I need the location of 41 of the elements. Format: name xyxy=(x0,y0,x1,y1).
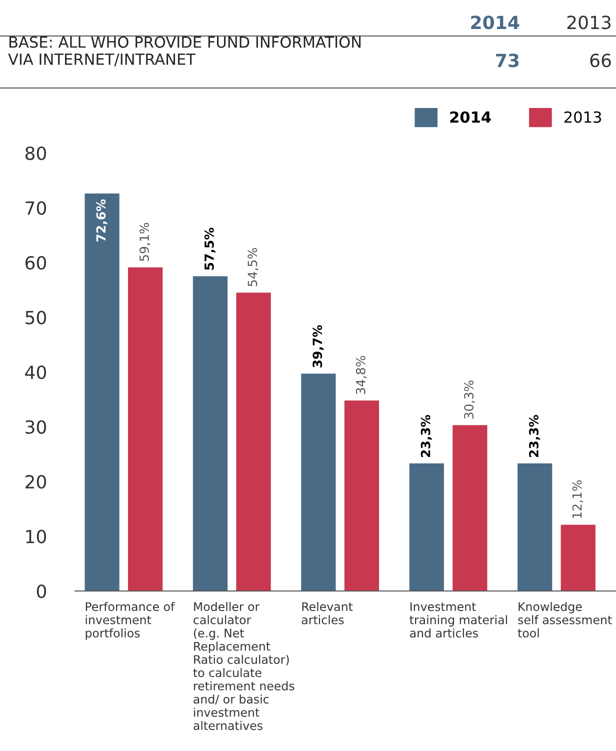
bar xyxy=(409,463,444,591)
legend-label: 2014 xyxy=(450,111,491,123)
y-tick-label: 10 xyxy=(26,530,46,544)
text: 2014 xyxy=(471,16,520,30)
y-tick-label: 70 xyxy=(26,201,46,215)
data-label: 72,6% xyxy=(96,199,108,242)
legend-label: 2013 xyxy=(564,111,602,123)
category-label: Modeller or calculator (e.g. Net Replacement Ratio calculator) to calculate retirement needs and/ or basic investment alternatives xyxy=(193,602,294,730)
y-tick-label: 30 xyxy=(26,420,46,434)
bar xyxy=(192,276,228,591)
bar xyxy=(518,463,552,591)
x-tick-label: Relevant articles xyxy=(302,602,353,624)
x-tick-label: Knowledge self assessment tool xyxy=(518,602,612,638)
data-label: 23,3% xyxy=(529,414,540,457)
x-tick-label: Investment training material and articles xyxy=(410,602,507,638)
y-tick-label: 60 xyxy=(26,256,46,270)
text: 2013 xyxy=(567,16,611,30)
y-tick-label: 50 xyxy=(26,310,46,324)
y-tick-label: 40 xyxy=(25,365,46,380)
bar xyxy=(560,524,596,591)
x-tick-label: Performance of investment portfolios xyxy=(86,602,175,640)
data-label: 54,5% xyxy=(248,248,258,286)
data-label: 34,8% xyxy=(356,356,367,394)
bar xyxy=(84,194,120,591)
data-label: 57,5% xyxy=(204,228,216,270)
text: 73 xyxy=(496,54,519,68)
y-tick-label: 20 xyxy=(26,474,46,489)
y-tick-label: 0 xyxy=(36,584,46,598)
bar xyxy=(301,374,336,591)
data-label: 12,1% xyxy=(572,480,584,518)
data-label: 23,3% xyxy=(420,414,432,457)
bar xyxy=(128,267,163,591)
data-label: 39,7% xyxy=(312,325,324,368)
y-tick-label: 80 xyxy=(25,146,46,160)
text: BASE: ALL WHO PROVIDE FUND INFORMATION VIA INTERNET/INTRANET xyxy=(8,36,361,66)
bar xyxy=(344,400,380,591)
bar xyxy=(452,425,488,591)
text: 66 xyxy=(590,54,611,68)
data-label: 30,3% xyxy=(464,380,475,419)
bar xyxy=(236,292,271,591)
data-label: 59,1% xyxy=(140,222,150,261)
